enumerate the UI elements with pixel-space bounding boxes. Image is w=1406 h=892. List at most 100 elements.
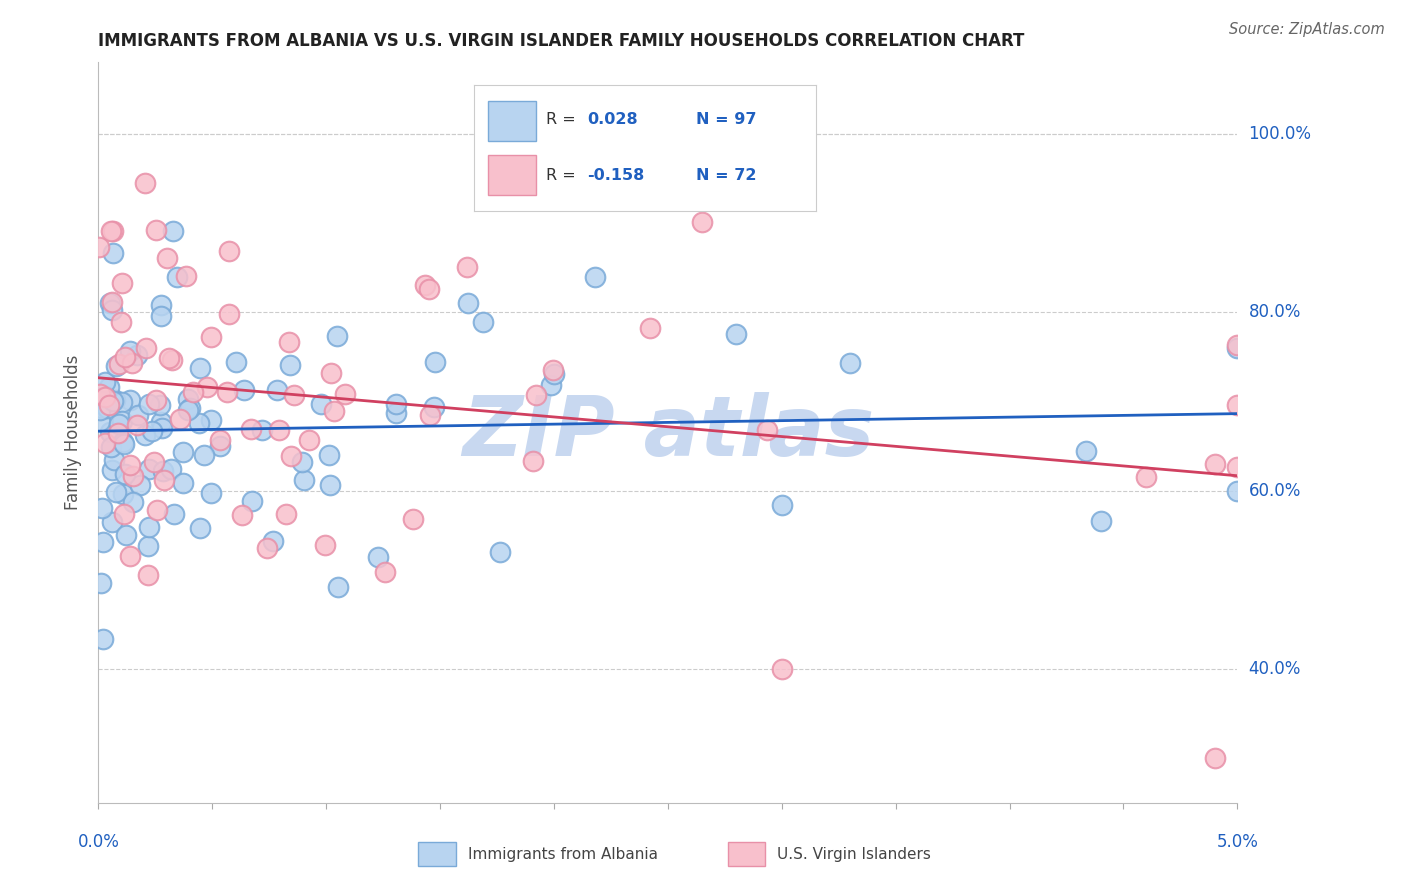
Point (169, 411, 191, 425)
Point (114, 467, 136, 481)
Point (159, 462, 181, 476)
Point (1226, 337, 1249, 351)
Point (524, 388, 547, 402)
Point (138, 397, 160, 411)
Bar (728, 842, 765, 866)
Point (385, 406, 408, 420)
Point (456, 260, 478, 274)
Point (108, 417, 131, 431)
Point (110, 315, 132, 329)
Point (96, 401, 118, 415)
Point (266, 383, 288, 397)
Point (1204, 751, 1226, 765)
Text: IMMIGRANTS FROM ALBANIA VS U.S. VIRGIN ISLANDER FAMILY HOUSEHOLDS CORRELATION CH: IMMIGRANTS FROM ALBANIA VS U.S. VIRGIN I… (98, 32, 1025, 50)
Point (1226, 341, 1249, 355)
Point (160, 353, 183, 368)
Point (118, 549, 141, 563)
Point (240, 494, 263, 508)
Point (111, 276, 134, 290)
Point (155, 251, 177, 265)
Point (149, 398, 172, 412)
Point (638, 321, 661, 335)
Text: Immigrants from Albania: Immigrants from Albania (468, 847, 658, 862)
Point (839, 356, 862, 370)
Point (162, 224, 184, 238)
Point (162, 507, 184, 521)
Point (118, 343, 141, 358)
Point (292, 473, 315, 487)
Point (540, 378, 562, 392)
Point (172, 475, 194, 490)
Point (101, 516, 124, 530)
Point (100, 224, 122, 238)
Text: U.S. Virgin Islanders: U.S. Virgin Islanders (778, 847, 931, 862)
Point (489, 545, 512, 559)
Point (114, 350, 136, 364)
Point (152, 464, 174, 478)
Point (138, 462, 160, 476)
Point (187, 416, 209, 430)
Point (177, 402, 200, 417)
Point (100, 295, 122, 310)
Point (122, 495, 145, 509)
Point (1226, 483, 1249, 498)
Point (385, 397, 408, 411)
Point (457, 296, 479, 310)
Point (100, 441, 122, 455)
Point (374, 565, 396, 579)
Point (174, 268, 197, 283)
Point (1204, 458, 1226, 472)
Point (111, 414, 134, 428)
Point (278, 358, 301, 372)
Text: ZIP atlas: ZIP atlas (461, 392, 875, 473)
Point (267, 423, 290, 437)
Point (115, 527, 138, 541)
Point (277, 335, 299, 350)
Point (104, 359, 127, 373)
Point (118, 458, 141, 472)
Point (138, 520, 160, 534)
Point (522, 454, 544, 468)
Text: 5.0%: 5.0% (1216, 833, 1258, 851)
Point (134, 177, 156, 191)
Point (91, 632, 114, 646)
Point (218, 244, 240, 259)
Point (276, 507, 298, 521)
Point (402, 511, 425, 525)
Point (543, 368, 565, 382)
Point (121, 468, 143, 483)
Point (183, 385, 205, 400)
Text: 0.0%: 0.0% (77, 833, 120, 851)
Point (335, 387, 357, 401)
Point (188, 521, 211, 535)
Bar (419, 842, 456, 866)
Point (193, 448, 215, 462)
Point (104, 392, 127, 407)
Point (425, 355, 447, 369)
Point (309, 397, 332, 411)
Point (326, 329, 349, 343)
Point (585, 270, 607, 285)
Point (283, 388, 305, 402)
Text: 60.0%: 60.0% (1249, 482, 1301, 500)
Point (326, 581, 349, 595)
Point (157, 351, 180, 365)
Point (90, 501, 112, 516)
Point (89, 240, 111, 254)
Point (94, 375, 117, 389)
Point (755, 423, 778, 437)
Point (256, 541, 278, 556)
Point (239, 422, 262, 436)
Text: 100.0%: 100.0% (1249, 125, 1312, 143)
Point (136, 539, 159, 553)
Point (141, 425, 163, 439)
Point (280, 449, 302, 463)
Point (231, 508, 253, 522)
Point (108, 357, 131, 371)
Point (98, 296, 121, 310)
Point (146, 503, 169, 517)
Point (103, 224, 125, 238)
Point (725, 326, 748, 341)
Point (179, 401, 201, 416)
Point (319, 366, 342, 380)
